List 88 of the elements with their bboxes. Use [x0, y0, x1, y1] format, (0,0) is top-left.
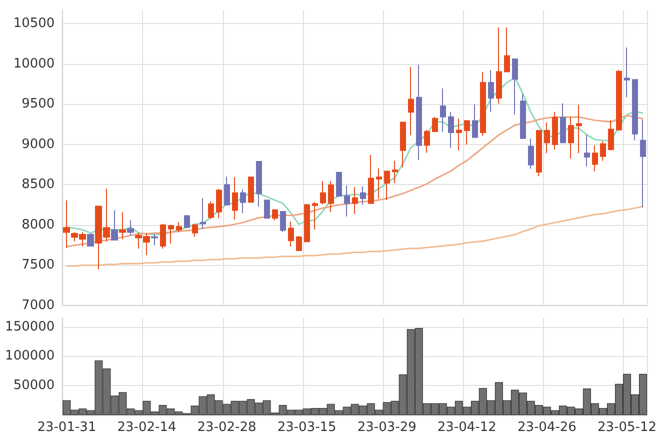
candlestick — [616, 70, 622, 132]
candlestick — [288, 221, 294, 247]
candlestick — [440, 88, 446, 133]
y-tick-label: 8000 — [22, 217, 55, 232]
y-tick-label: 10000 — [13, 56, 55, 72]
y-tick-label: 100000 — [5, 348, 55, 364]
candlestick — [224, 176, 230, 206]
candlestick — [160, 223, 166, 250]
candlestick — [192, 223, 198, 238]
candlestick — [272, 208, 278, 221]
candlestick — [87, 233, 94, 247]
candlestick — [232, 176, 238, 220]
x-tick-label: 23-03-29 — [357, 420, 416, 435]
candlestick — [448, 111, 454, 148]
candlestick — [544, 122, 550, 154]
candlestick — [504, 27, 510, 72]
candlestick — [640, 118, 646, 208]
candlestick — [624, 47, 630, 98]
candlestick — [528, 138, 534, 170]
candlestick — [592, 144, 598, 172]
candlestick — [296, 236, 302, 252]
candlestick — [536, 130, 542, 177]
candlestick — [464, 120, 470, 146]
candlestick — [488, 70, 494, 112]
x-tick-label: 23-04-12 — [437, 420, 496, 435]
candlestick — [408, 66, 414, 136]
candlestick — [584, 134, 590, 167]
y-tick-label: 7500 — [22, 258, 55, 273]
candlestick — [200, 198, 206, 230]
candlestick — [63, 200, 70, 248]
candlestick — [336, 172, 342, 197]
candlestick — [552, 111, 558, 150]
candlestick — [512, 58, 518, 116]
candlestick — [384, 170, 390, 201]
candlestick — [632, 79, 638, 141]
candlestick — [416, 64, 422, 161]
y-tick-label: 50000 — [13, 378, 55, 394]
candlestick — [560, 102, 566, 144]
candlestick — [344, 184, 350, 217]
candlestick — [352, 186, 358, 214]
candlestick — [608, 120, 614, 151]
candlestick — [320, 180, 326, 205]
candlestick — [256, 160, 262, 208]
candlestick — [472, 104, 478, 138]
candlestick — [376, 168, 382, 200]
candlestick — [432, 116, 438, 133]
candlestick — [176, 222, 182, 233]
candlestick — [576, 104, 582, 154]
candlestick — [264, 200, 270, 219]
x-tick-label: 23-02-28 — [197, 420, 256, 435]
x-tick-label: 23-02-14 — [117, 420, 176, 435]
candlestick — [184, 214, 190, 228]
y-tick-label: 150000 — [5, 319, 55, 334]
candlestick — [392, 160, 398, 184]
candlestick — [520, 93, 526, 139]
candlestick — [208, 200, 214, 220]
candlestick — [304, 204, 310, 242]
y-tick-label: 7000 — [22, 298, 55, 313]
candlestick — [280, 211, 286, 233]
candlestick — [456, 118, 462, 151]
y-tick-label: 9500 — [22, 96, 55, 112]
line-series — [66, 206, 644, 267]
candlestick — [127, 220, 134, 236]
candlestick — [111, 210, 118, 241]
candlestick — [480, 71, 486, 136]
candlestick — [568, 116, 574, 160]
x-tick-label: 23-04-26 — [517, 420, 576, 435]
y-tick-label: 10500 — [13, 16, 55, 32]
candlestick — [368, 154, 374, 204]
candlestick — [216, 188, 222, 219]
y-tick-label: 8500 — [22, 177, 55, 192]
x-tick-label: 23-03-15 — [277, 420, 336, 435]
candlestick — [360, 186, 366, 206]
candlestick — [600, 140, 606, 162]
candlestick — [496, 27, 502, 104]
candlestick — [151, 234, 158, 246]
candlestick — [424, 129, 430, 154]
candlestick — [240, 188, 246, 214]
line-series — [66, 114, 644, 248]
candlestick — [168, 224, 174, 244]
candlestick — [119, 212, 126, 240]
y-tick-label: 9000 — [22, 136, 55, 152]
x-tick-label: 23-05-12 — [597, 420, 656, 435]
candlestick — [328, 180, 334, 212]
x-tick-label: 23-01-31 — [37, 420, 96, 435]
candlestick — [248, 176, 254, 203]
candlestick — [400, 122, 406, 168]
candlestick — [312, 202, 318, 230]
